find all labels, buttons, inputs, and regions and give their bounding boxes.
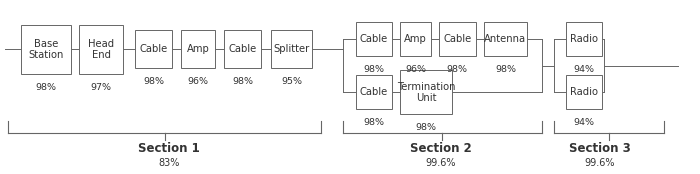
- Text: Cable: Cable: [360, 87, 388, 97]
- Text: 94%: 94%: [574, 65, 595, 74]
- FancyBboxPatch shape: [484, 22, 527, 56]
- Text: Section 3: Section 3: [568, 142, 631, 155]
- FancyBboxPatch shape: [566, 75, 603, 109]
- Text: 98%: 98%: [232, 77, 253, 85]
- Text: 98%: 98%: [363, 65, 384, 74]
- Text: 95%: 95%: [281, 77, 302, 85]
- Text: 98%: 98%: [36, 82, 57, 92]
- Text: 98%: 98%: [143, 77, 164, 85]
- FancyBboxPatch shape: [356, 22, 392, 56]
- Text: Cable: Cable: [228, 44, 257, 54]
- Text: Antenna: Antenna: [484, 34, 526, 44]
- FancyBboxPatch shape: [356, 75, 392, 109]
- FancyBboxPatch shape: [566, 22, 603, 56]
- FancyBboxPatch shape: [270, 30, 312, 68]
- Text: Radio: Radio: [570, 87, 598, 97]
- Text: Termination
Unit: Termination Unit: [397, 82, 456, 103]
- Text: 99.6%: 99.6%: [426, 158, 456, 168]
- Text: 97%: 97%: [90, 82, 111, 92]
- Text: 94%: 94%: [574, 118, 595, 127]
- Text: Base
Station: Base Station: [28, 39, 64, 60]
- Text: Splitter: Splitter: [273, 44, 309, 54]
- Text: 83%: 83%: [158, 158, 179, 168]
- FancyBboxPatch shape: [225, 30, 261, 68]
- Text: 96%: 96%: [405, 65, 426, 74]
- Text: Head
End: Head End: [88, 39, 114, 60]
- Text: 98%: 98%: [416, 123, 437, 132]
- FancyBboxPatch shape: [400, 22, 431, 56]
- Text: Section 2: Section 2: [410, 142, 472, 155]
- Text: 98%: 98%: [447, 65, 468, 74]
- Text: Amp: Amp: [187, 44, 209, 54]
- Text: 99.6%: 99.6%: [584, 158, 615, 168]
- Text: Cable: Cable: [443, 34, 472, 44]
- Text: Radio: Radio: [570, 34, 598, 44]
- FancyBboxPatch shape: [181, 30, 215, 68]
- Text: Cable: Cable: [139, 44, 167, 54]
- Text: 98%: 98%: [495, 65, 516, 74]
- Text: Section 1: Section 1: [138, 142, 200, 155]
- Text: 96%: 96%: [188, 77, 209, 85]
- FancyBboxPatch shape: [80, 25, 122, 74]
- Text: 98%: 98%: [363, 118, 384, 127]
- Text: Cable: Cable: [360, 34, 388, 44]
- FancyBboxPatch shape: [21, 25, 71, 74]
- FancyBboxPatch shape: [439, 22, 475, 56]
- FancyBboxPatch shape: [400, 70, 452, 114]
- Text: Amp: Amp: [404, 34, 427, 44]
- FancyBboxPatch shape: [135, 30, 172, 68]
